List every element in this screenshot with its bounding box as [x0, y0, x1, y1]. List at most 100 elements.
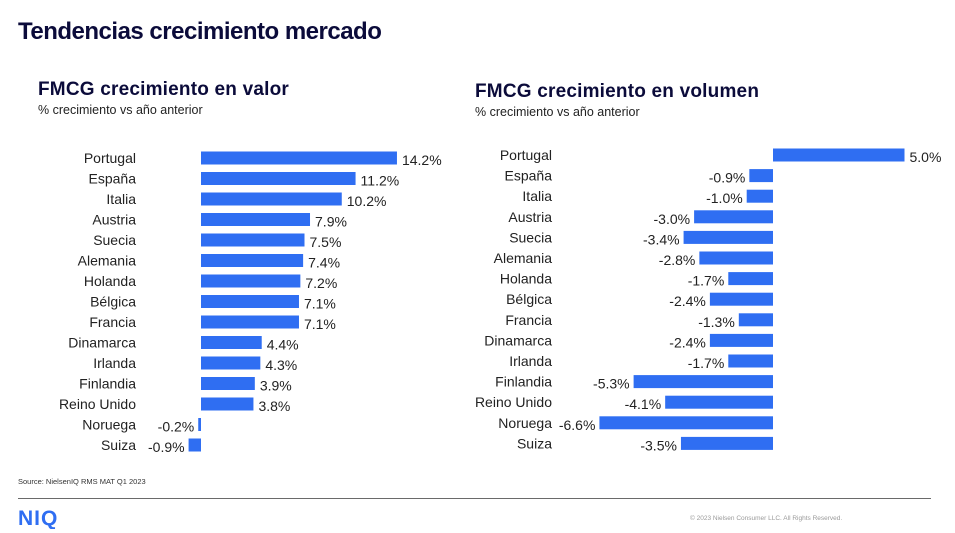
- bar: [201, 233, 305, 247]
- value-label: 7.4%: [308, 255, 340, 271]
- value-label: -2.8%: [659, 252, 696, 268]
- value-label: 14.2%: [402, 152, 442, 168]
- volume-bar-chart: Portugal 5.0% España -0.9% Italia -1.0% Austri…: [475, 147, 942, 453]
- category-label: Dinamarca: [68, 335, 136, 351]
- value-label: -1.3%: [698, 314, 735, 330]
- bar: [709, 333, 773, 347]
- bar: [198, 418, 201, 431]
- value-label: -2.4%: [669, 293, 706, 309]
- value-label: -4.1%: [625, 396, 662, 412]
- category-label: Suiza: [517, 435, 552, 451]
- category-label: Irlanda: [509, 353, 552, 369]
- category-label: Reino Unido: [59, 396, 136, 412]
- bar: [201, 172, 356, 185]
- category-label: Holanda: [500, 271, 552, 287]
- category-label: Portugal: [500, 147, 552, 163]
- value-label: -0.2%: [158, 419, 195, 435]
- category-label: Bélgica: [90, 294, 136, 310]
- niq-logo: NIQ: [18, 507, 58, 529]
- category-label: Italia: [522, 188, 552, 204]
- value-label: -1.7%: [688, 355, 725, 371]
- bar: [773, 148, 905, 162]
- bar: [694, 210, 773, 224]
- bar: [728, 272, 773, 286]
- bar: [633, 375, 773, 389]
- value-chart-title: FMCG crecimiento en valor: [38, 79, 290, 100]
- category-label: España: [505, 168, 553, 184]
- value-label: -2.4%: [669, 334, 706, 350]
- bar: [201, 151, 397, 165]
- bar: [201, 295, 299, 308]
- value-label: -5.3%: [593, 376, 630, 392]
- category-label: Noruega: [82, 417, 136, 433]
- category-label: Noruega: [498, 415, 552, 431]
- bar: [746, 189, 773, 203]
- category-label: Alemania: [494, 250, 553, 266]
- category-label: Finlandia: [495, 374, 552, 390]
- value-label: 11.2%: [361, 173, 400, 189]
- value-label: -0.9%: [709, 170, 746, 186]
- category-label: Francia: [89, 314, 136, 330]
- category-label: España: [89, 171, 137, 187]
- value-label: 10.2%: [347, 193, 387, 209]
- bar: [201, 192, 342, 206]
- category-label: Austria: [508, 209, 552, 225]
- bar: [709, 292, 773, 306]
- category-label: Irlanda: [93, 355, 136, 371]
- value-label: 3.8%: [258, 398, 290, 414]
- volume-chart-title: FMCG crecimiento en volumen: [475, 81, 760, 102]
- category-label: Italia: [106, 191, 136, 207]
- volume-chart-subtitle: % crecimiento vs año anterior: [475, 105, 640, 119]
- category-label: Holanda: [84, 273, 136, 289]
- value-label: 3.9%: [260, 378, 292, 394]
- value-label: 5.0%: [910, 149, 942, 165]
- value-chart-subtitle: % crecimiento vs año anterior: [38, 103, 203, 117]
- value-label: -3.4%: [643, 231, 680, 247]
- category-label: Finlandia: [79, 376, 136, 392]
- bar: [749, 169, 773, 183]
- bar: [599, 416, 773, 430]
- bar: [201, 336, 262, 349]
- page-title: Tendencias crecimiento mercado: [18, 18, 382, 45]
- value-label: -0.9%: [148, 439, 185, 455]
- category-label: Dinamarca: [484, 332, 552, 348]
- bar: [201, 213, 311, 226]
- category-label: Bélgica: [506, 291, 552, 307]
- bar: [728, 354, 773, 368]
- value-label: 7.9%: [315, 214, 347, 230]
- bar: [680, 436, 773, 450]
- bar: [699, 251, 773, 265]
- niq-logo-text: NIQ: [18, 507, 58, 529]
- value-label: -6.6%: [559, 417, 596, 433]
- value-label: 7.1%: [304, 316, 336, 332]
- bar: [188, 438, 201, 452]
- category-label: Francia: [505, 312, 552, 328]
- value-label: 7.2%: [305, 275, 337, 291]
- copyright-text: © 2023 Nielsen Consumer LLC. All Rights …: [690, 515, 843, 522]
- category-label: Alemania: [78, 253, 137, 269]
- value-label: 4.4%: [267, 337, 299, 353]
- value-label: -3.0%: [654, 211, 691, 227]
- bar: [683, 230, 773, 244]
- bar: [201, 377, 255, 390]
- bar: [665, 395, 773, 409]
- value-bar-chart: Portugal 14.2% España 11.2% Italia 10.2% Austr…: [59, 150, 442, 455]
- value-label: -1.0%: [706, 190, 743, 206]
- footer-divider: [18, 498, 931, 499]
- category-label: Austria: [92, 212, 136, 228]
- source-note: Source: NielsenIQ RMS MAT Q1 2023: [18, 477, 146, 486]
- value-label: 7.5%: [310, 234, 342, 250]
- category-label: Reino Unido: [475, 394, 552, 410]
- bar: [201, 254, 304, 267]
- category-label: Suecia: [93, 232, 136, 248]
- bar: [201, 356, 261, 370]
- category-label: Suiza: [101, 437, 136, 453]
- bar: [201, 397, 254, 411]
- bar: [201, 315, 299, 329]
- value-label: -3.5%: [640, 437, 677, 453]
- category-label: Portugal: [84, 150, 136, 166]
- value-label: 4.3%: [265, 357, 297, 373]
- value-label: -1.7%: [688, 273, 725, 289]
- bar: [201, 274, 301, 288]
- category-label: Suecia: [509, 229, 552, 245]
